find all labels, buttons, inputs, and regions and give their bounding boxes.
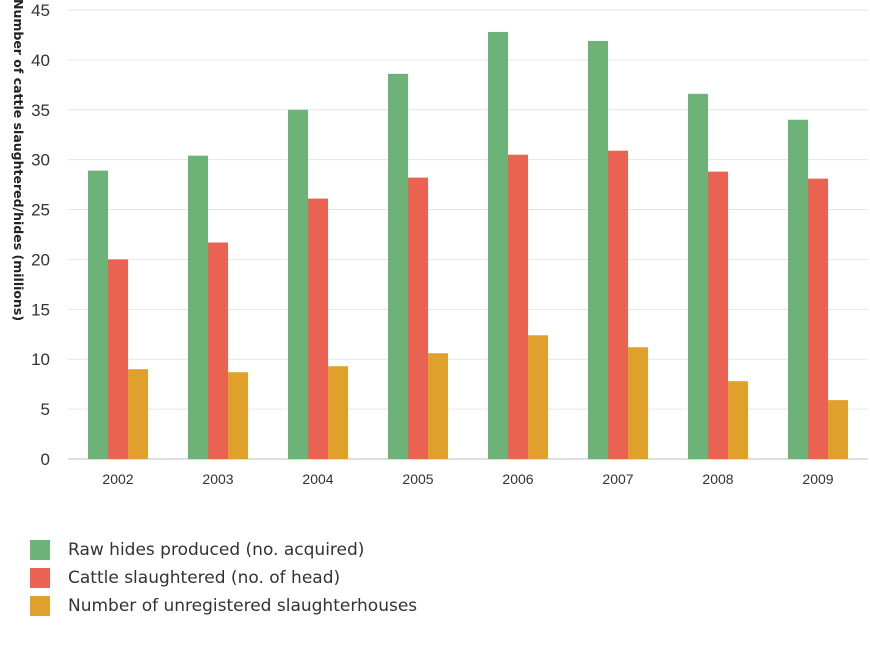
bar [628,347,648,459]
bar [128,369,148,459]
bar [788,119,808,459]
legend-swatch [30,540,50,560]
y-tick-label: 35 [31,101,50,120]
legend-swatch [30,596,50,616]
bars [88,31,848,460]
x-tick-label: 2003 [202,471,233,487]
y-tick-label: 0 [41,450,50,469]
bar [688,93,708,460]
y-tick-label: 5 [41,400,50,419]
legend-item: Raw hides produced (no. acquired) [30,536,417,564]
legend-label: Cattle slaughtered (no. of head) [68,568,341,588]
bar [388,73,408,459]
bar [488,31,508,459]
bar [208,242,228,459]
x-tick-label: 2006 [502,471,533,487]
bar [528,335,548,459]
bar [828,400,848,459]
bar [228,372,248,459]
bar [188,155,208,460]
bar [288,109,308,460]
y-tick-label: 30 [31,151,50,170]
bar [88,170,108,460]
x-tick-label: 2005 [402,471,433,487]
legend-item: Number of unregistered slaughterhouses [30,592,417,620]
x-axis-ticks: 2002 2003 2004 2005 2006 2007 2008 2009 [102,471,833,487]
x-tick-label: 2004 [302,471,333,487]
bar [708,171,728,459]
x-tick-label: 2007 [602,471,633,487]
bar [808,178,828,459]
bar [428,353,448,459]
bar [328,366,348,459]
y-axis-ticks: 0 5 10 15 20 25 30 35 40 45 [31,1,50,469]
y-tick-label: 25 [31,201,50,220]
legend-item: Cattle slaughtered (no. of head) [30,564,417,592]
legend: Raw hides produced (no. acquired) Cattle … [30,536,417,620]
x-tick-label: 2008 [702,471,733,487]
y-tick-label: 10 [31,350,50,369]
bar [308,198,328,459]
bar [408,177,428,460]
y-tick-label: 20 [31,250,50,269]
x-tick-label: 2009 [802,471,833,487]
y-tick-label: 40 [31,51,50,70]
legend-label: Raw hides produced (no. acquired) [68,540,365,560]
y-tick-label: 45 [31,1,50,20]
legend-swatch [30,568,50,588]
y-tick-label: 15 [31,300,50,319]
bar [588,40,608,459]
y-axis-label: Number of cattle slaughtered/hides (mill… [11,0,26,321]
bar [108,259,128,459]
bar [608,150,628,460]
legend-label: Number of unregistered slaughterhouses [68,596,418,616]
bar [728,381,748,459]
bar [508,154,528,459]
x-tick-label: 2002 [102,471,133,487]
